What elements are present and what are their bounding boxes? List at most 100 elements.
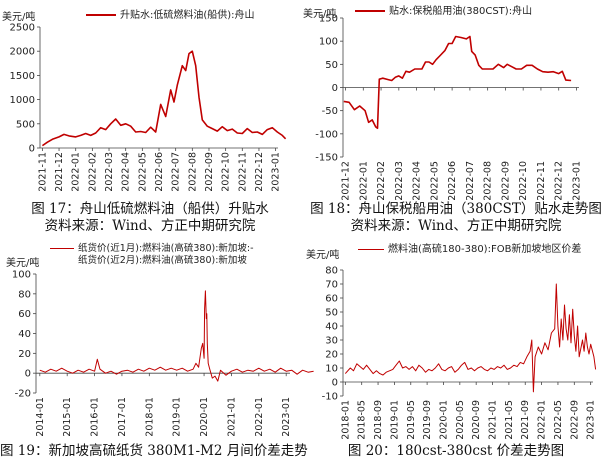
x-tick-label: 2020-01 (438, 400, 449, 440)
x-tick-label: 2020-05 (455, 400, 466, 440)
series-line (343, 35, 572, 130)
y-tick-label: 0 (332, 83, 338, 94)
x-tick-label: 2023-01 (571, 161, 582, 201)
legend-swatch (355, 10, 385, 12)
legend: 纸货价(近1月):燃料油(高硫380):新加坡:- 纸货价(近2月):燃料油(高… (50, 243, 254, 267)
x-tick-label: 2022-09 (500, 161, 511, 201)
x-tick-label: 2021-09 (520, 400, 531, 440)
series-line (344, 283, 597, 393)
y-tick-label: 10 (325, 364, 338, 375)
x-tick-label: 2019-09 (422, 400, 433, 440)
x-tick-label: 2022-09 (569, 400, 580, 440)
x-tick-label: 2018-05 (357, 400, 368, 440)
figure-caption: 图 20：180cst-380cst 价差走势图 (306, 443, 606, 460)
y-tick-label: 80 (18, 289, 31, 300)
series-line (39, 290, 314, 382)
legend-label: 纸货价(近2月):燃料油(高硫380):新加坡 (78, 255, 247, 266)
y-tick-label: 100 (12, 270, 31, 281)
x-tick-label: 2019-05 (406, 400, 417, 440)
y-tick-label: -20 (15, 389, 31, 400)
x-tick-label: 2020-01 (199, 397, 210, 437)
x-tick-label: 2022-03 (104, 152, 115, 192)
y-tick-label: -10 (322, 392, 338, 403)
x-tick-label: 2023-01 (271, 152, 282, 192)
y-unit-label: 美元/吨 (306, 250, 340, 261)
y-tick-label: 100 (319, 37, 338, 48)
legend-swatch (358, 248, 384, 250)
x-tick-label: 2021-05 (504, 400, 515, 440)
x-tick-label: 2022-08 (187, 152, 198, 192)
y-tick-label: 1500 (10, 71, 35, 82)
chart-panel-3: 美元/吨 纸货价(近1月):燃料油(高硫380):新加坡:- 纸货价(近2月):… (0, 236, 314, 461)
x-tick-label: 2022-12 (254, 152, 265, 192)
x-tick-label: 2018-09 (373, 400, 384, 440)
caption-source: 资料来源：Wind、方正中期研究院 (44, 218, 256, 234)
y-tick-label: -100 (315, 129, 338, 140)
figure-caption: 图 19：新加坡高硫纸货 380M1-M2 月间价差走势 (0, 443, 308, 460)
x-tick-label: 2022-11 (536, 161, 547, 201)
y-tick-label: 30 (325, 336, 338, 347)
caption-source: 资料来源：Wind、方正中期研究院 (350, 218, 562, 234)
x-tick-label: 2022-01 (71, 152, 82, 192)
y-tick-label: 500 (16, 119, 35, 130)
chart-panel-4: 美元/吨 燃料油(高硫180-380):FOB新加坡地区价差 -10 0 10 20 3… (303, 236, 607, 461)
x-tick-label: 2022-08 (483, 161, 494, 201)
y-tick-label: 1000 (10, 95, 35, 106)
chart-panel-1: 美元/吨 升贴水:低硫燃料油(船供):舟山 0 500 1000 1500 2000 25… (0, 0, 300, 230)
x-tick-label: 2023-01 (586, 400, 597, 440)
y-tick-label: 20 (18, 349, 31, 360)
y-tick-label: 0 (29, 144, 35, 155)
x-tick-label: 2022-05 (429, 161, 440, 201)
y-tick-label: 0 (25, 369, 31, 380)
legend-label: 升贴水:低硫燃料油(船供):舟山 (120, 10, 255, 21)
x-tick-label: 2021-11 (37, 152, 48, 192)
y-tick-label: 70 (325, 280, 338, 291)
y-tick-label: 2000 (10, 47, 35, 58)
x-tick-label: 2022-10 (221, 152, 232, 192)
x-tick-label: 2022-02 (376, 161, 387, 201)
legend: 贴水:保税船用油(380CST):舟山 (355, 6, 532, 18)
x-tick-label: 2022-02 (87, 152, 98, 192)
x-tick-label: 2022-05 (137, 152, 148, 192)
x-tick-label: 2022-05 (553, 400, 564, 440)
figure-caption: 图 18：舟山保税船用油（380CST）贴水走势图 资料来源：Wind、方正中期… (306, 201, 606, 235)
caption-title: 图 17：舟山低硫燃料油（船供）升贴水 (31, 201, 269, 217)
y-tick-label: 40 (325, 322, 338, 333)
chart-svg: -20 0 20 40 60 80 100 2014-01 2015-01 2016-01 2017… (12, 270, 314, 437)
x-tick-label: 2022-04 (412, 161, 423, 201)
x-tick-label: 2023-01 (281, 397, 292, 437)
y-unit-label: 美元/吨 (6, 258, 40, 269)
x-tick-label: 2015-01 (62, 397, 73, 437)
caption-title: 图 19：新加坡高硫纸货 380M1-M2 月间价差走势 (0, 443, 308, 459)
x-tick-label: 2020-09 (471, 400, 482, 440)
x-tick-label: 2022-01 (358, 161, 369, 201)
y-tick-label: -50 (322, 106, 338, 117)
x-tick-label: 2022-11 (237, 152, 248, 192)
legend-label: 纸货价(近1月):燃料油(高硫380):新加坡:- (78, 243, 254, 254)
y-unit-label: 美元/吨 (303, 9, 337, 20)
y-tick-label: 2500 (10, 23, 35, 34)
caption-title: 图 20：180cst-380cst 价差走势图 (347, 443, 565, 459)
x-tick-label: 2021-12 (54, 152, 65, 192)
x-tick-label: 2019-01 (172, 397, 183, 437)
chart-panel-2: 美元/吨 贴水:保税船用油(380CST):舟山 -150 -100 -50 0 50 1… (303, 0, 607, 230)
x-tick-label: 2016-01 (90, 397, 101, 437)
x-tick-label: 2021-01 (226, 397, 237, 437)
y-tick-label: 50 (325, 308, 338, 319)
y-tick-label: 60 (18, 309, 31, 320)
x-tick-label: 2022-10 (518, 161, 529, 201)
x-tick-label: 2022-01 (537, 400, 548, 440)
x-tick-label: 2022-07 (465, 161, 476, 201)
x-tick-label: 2019-01 (389, 400, 400, 440)
caption-title: 图 18：舟山保税船用油（380CST）贴水走势图 (310, 201, 602, 217)
x-tick-label: 2022-01 (254, 397, 265, 437)
x-tick-label: 2018-01 (144, 397, 155, 437)
y-tick-label: 20 (325, 350, 338, 361)
series-line (41, 50, 287, 147)
y-tick-label: -150 (315, 153, 338, 164)
y-tick-label: 40 (18, 329, 31, 340)
x-tick-label: 2022-12 (554, 161, 565, 201)
y-tick-label: 50 (325, 60, 338, 71)
legend-swatch (50, 248, 74, 249)
legend-label: 贴水:保税船用油(380CST):舟山 (389, 6, 533, 17)
